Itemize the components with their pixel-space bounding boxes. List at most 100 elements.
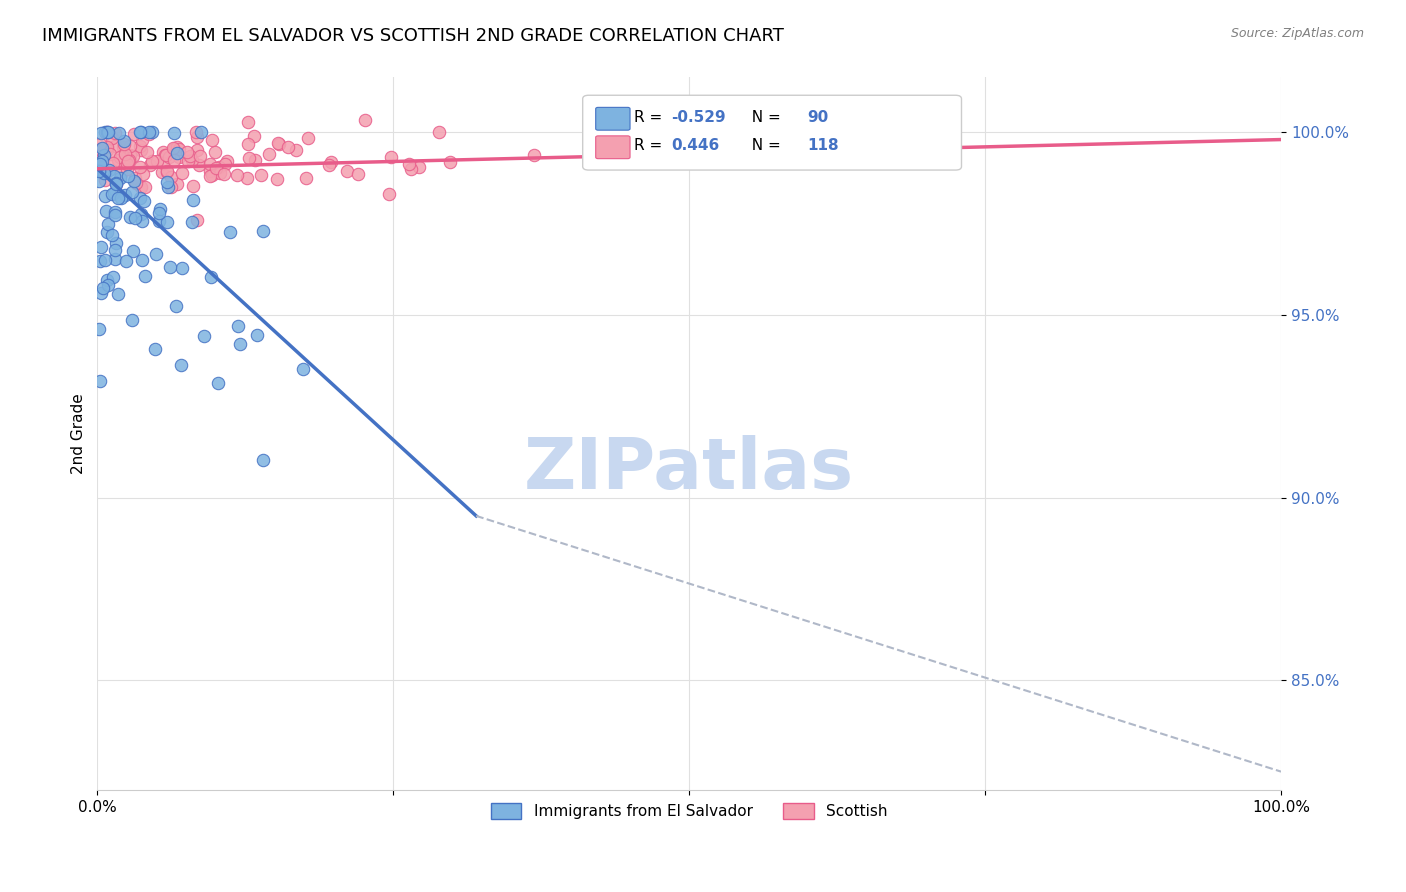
- Point: [108, 126, 131, 140]
- Point: [141, 125, 163, 139]
- Point: [90, 126, 112, 140]
- Point: [103, 252, 125, 267]
- Point: [217, 154, 239, 169]
- Text: R =: R =: [634, 137, 666, 153]
- Point: [134, 269, 156, 284]
- Point: [347, 167, 370, 181]
- Point: [131, 253, 153, 268]
- Point: [225, 168, 247, 182]
- Point: [90, 285, 112, 300]
- Point: [132, 167, 155, 181]
- Point: [267, 136, 290, 151]
- Point: [129, 180, 152, 194]
- Point: [101, 228, 124, 243]
- Point: [193, 328, 215, 343]
- FancyBboxPatch shape: [582, 95, 962, 170]
- Point: [145, 154, 167, 169]
- Point: [94, 125, 117, 139]
- FancyBboxPatch shape: [596, 107, 630, 130]
- Point: [112, 134, 135, 148]
- Point: [93, 148, 115, 162]
- Point: [295, 170, 318, 185]
- Point: [208, 161, 231, 175]
- Point: [121, 185, 143, 199]
- Point: [97, 162, 120, 177]
- Point: [93, 166, 115, 180]
- Point: [212, 168, 235, 182]
- Point: [318, 158, 340, 172]
- Point: [104, 178, 127, 192]
- Point: [124, 211, 146, 226]
- Point: [201, 133, 224, 147]
- Text: 0.446: 0.446: [672, 137, 720, 153]
- Point: [336, 163, 359, 178]
- Point: [94, 163, 117, 178]
- Point: [180, 153, 202, 168]
- Point: [181, 194, 204, 208]
- Point: [167, 142, 190, 156]
- Point: [156, 175, 179, 189]
- Point: [120, 139, 142, 153]
- Point: [208, 166, 231, 180]
- Point: [89, 157, 111, 171]
- Point: [104, 126, 127, 140]
- Point: [186, 212, 208, 227]
- Point: [118, 211, 141, 225]
- Point: [104, 208, 127, 222]
- Point: [141, 154, 163, 169]
- Point: [160, 170, 183, 185]
- Point: [183, 179, 205, 194]
- Point: [87, 149, 110, 163]
- Point: [160, 180, 183, 194]
- Point: [89, 142, 111, 156]
- Point: [105, 177, 128, 191]
- Point: [138, 128, 160, 142]
- Point: [229, 337, 252, 351]
- Point: [162, 141, 184, 155]
- Point: [91, 154, 114, 169]
- Point: [165, 299, 187, 313]
- Text: 90: 90: [807, 110, 830, 125]
- Point: [96, 225, 118, 239]
- Point: [97, 278, 120, 293]
- Point: [124, 171, 146, 186]
- Point: [101, 269, 124, 284]
- Point: [100, 131, 122, 145]
- Point: [198, 163, 221, 178]
- Point: [90, 157, 112, 171]
- Point: [103, 186, 125, 200]
- Point: [131, 133, 153, 147]
- Point: [156, 215, 179, 229]
- Point: [129, 144, 152, 158]
- Point: [285, 143, 308, 157]
- Point: [184, 125, 207, 139]
- Point: [243, 129, 266, 144]
- Point: [170, 166, 193, 180]
- Point: [104, 177, 127, 191]
- Point: [118, 153, 141, 167]
- Point: [243, 153, 266, 167]
- Point: [179, 149, 201, 163]
- Point: [139, 158, 162, 172]
- Point: [236, 137, 259, 152]
- Point: [124, 174, 146, 188]
- Point: [120, 147, 142, 161]
- Point: [107, 191, 129, 205]
- Text: Source: ZipAtlas.com: Source: ZipAtlas.com: [1230, 27, 1364, 40]
- Point: [291, 362, 314, 376]
- Point: [96, 143, 118, 157]
- Point: [152, 156, 174, 170]
- Point: [214, 157, 236, 171]
- Point: [136, 145, 159, 159]
- Point: [166, 177, 188, 191]
- Point: [246, 328, 269, 343]
- Point: [97, 217, 120, 231]
- Point: [96, 140, 118, 154]
- Point: [129, 125, 152, 139]
- Point: [110, 167, 132, 181]
- Point: [180, 214, 202, 228]
- Point: [87, 174, 110, 188]
- Point: [266, 171, 288, 186]
- Point: [104, 235, 127, 250]
- Point: [150, 165, 173, 179]
